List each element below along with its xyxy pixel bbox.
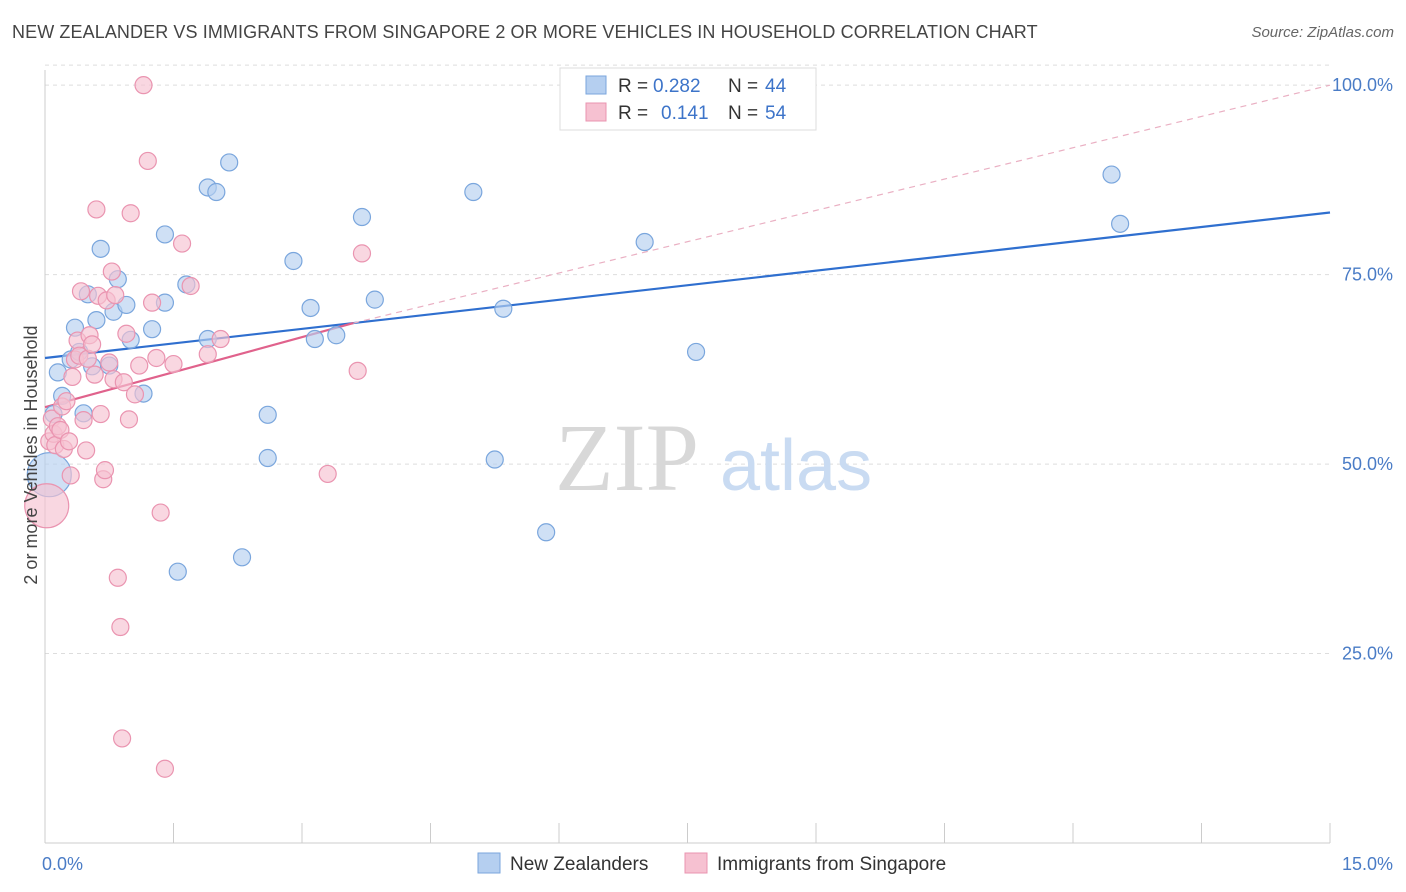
point-new-zealander-37 [485, 450, 504, 469]
legend-r-label-2: R = [618, 103, 648, 124]
point-new-zealander-41 [686, 342, 706, 362]
point-singapore-45 [147, 348, 166, 368]
tick-labels: 25.0% 50.0% 75.0% 100.0% 0.0% 15.0% [42, 75, 1393, 874]
point-new-zealander-35 [168, 562, 187, 581]
point-singapore-50 [181, 276, 200, 296]
series-legend: New Zealanders Immigrants from Singapore [477, 852, 946, 875]
point-new-zealander-27 [258, 448, 277, 468]
point-new-zealander-10 [87, 310, 106, 330]
point-new-zealander-28 [284, 251, 303, 271]
point-singapore-37 [117, 324, 136, 343]
watermark-atlas: atlas [720, 426, 872, 506]
point-singapore-17 [74, 411, 93, 430]
point-new-zealander-23 [220, 153, 239, 172]
point-singapore-21 [83, 335, 102, 354]
point-singapore-25 [91, 404, 110, 424]
point-singapore-39 [121, 204, 140, 223]
point-singapore-38 [119, 410, 139, 429]
point-new-zealander-31 [327, 326, 346, 345]
point-new-zealander-38 [494, 299, 513, 318]
point-singapore-34 [111, 617, 130, 637]
point-singapore-54 [348, 361, 367, 380]
point-singapore-35 [112, 729, 132, 748]
point-singapore-52 [211, 329, 230, 349]
point-singapore-30 [102, 262, 121, 281]
point-new-zealander-34 [232, 548, 252, 567]
legend-swatch-singapore [585, 102, 607, 122]
legend-r-value-2: 0.141 [661, 103, 709, 124]
point-singapore-49 [172, 234, 192, 253]
point-new-zealander-20 [155, 225, 175, 244]
point-singapore-0 [24, 483, 70, 529]
y-axis-title: 2 or more Vehicles in Household [21, 325, 41, 584]
point-singapore-18 [77, 441, 96, 460]
legend-n-label-2: N = [728, 103, 758, 124]
point-new-zealander-39 [537, 523, 556, 542]
point-new-zealander-11 [91, 239, 110, 258]
point-new-zealander-30 [305, 329, 324, 349]
point-new-zealander-32 [352, 207, 372, 227]
legend-r-label-1: R = [618, 76, 648, 97]
y-tick-label-0: 25.0% [1342, 644, 1393, 664]
point-singapore-42 [134, 76, 153, 95]
point-singapore-23 [87, 200, 106, 219]
point-singapore-33 [108, 568, 127, 587]
point-singapore-43 [138, 151, 157, 171]
point-singapore-51 [198, 345, 217, 364]
bottom-legend-swatch-new-zealanders [477, 852, 501, 874]
point-new-zealander-18 [142, 320, 162, 339]
x-tick-label-0: 0.0% [42, 854, 83, 874]
point-singapore-55 [352, 244, 372, 263]
point-new-zealander-33 [365, 290, 384, 309]
point-new-zealander-36 [464, 182, 483, 202]
point-singapore-9 [57, 392, 76, 411]
bottom-legend-label-new-zealanders: New Zealanders [510, 854, 648, 875]
y-tick-label-3: 100.0% [1332, 75, 1393, 95]
point-singapore-36 [114, 373, 133, 392]
point-singapore-29 [100, 353, 119, 372]
point-new-zealander-26 [258, 405, 277, 424]
trend-line-singapore [44, 322, 354, 409]
point-singapore-10 [59, 432, 79, 451]
y-tick-label-1: 50.0% [1342, 454, 1393, 474]
trend-lines [44, 84, 1331, 409]
trend-line-new-zealanders [44, 211, 1331, 360]
x-tick-label-1: 15.0% [1342, 854, 1393, 874]
point-singapore-48 [164, 354, 183, 374]
legend-n-value-2: 54 [765, 103, 787, 124]
point-singapore-53 [318, 464, 337, 484]
watermark-zip: ZIP [555, 404, 699, 511]
point-singapore-22 [85, 365, 104, 384]
point-new-zealander-42 [1102, 165, 1121, 184]
point-singapore-46 [151, 503, 170, 522]
point-new-zealander-40 [635, 232, 654, 252]
legend-r-value-1: 0.282 [653, 76, 701, 97]
point-singapore-47 [155, 759, 175, 778]
point-singapore-41 [130, 356, 149, 375]
chart-title: NEW ZEALANDER VS IMMIGRANTS FROM SINGAPO… [12, 22, 1038, 42]
point-singapore-32 [106, 285, 125, 305]
legend-swatch-new-zealanders [585, 75, 607, 95]
chart-source: Source: ZipAtlas.com [1251, 24, 1394, 41]
point-singapore-11 [61, 466, 80, 485]
legend-n-value-1: 44 [765, 76, 787, 97]
data-points [24, 76, 1130, 778]
point-singapore-44 [142, 293, 162, 312]
correlation-legend: R = 0.282 N = 44 R = 0.141 N = 54 [559, 67, 817, 131]
legend-n-label-1: N = [728, 76, 758, 97]
point-singapore-27 [95, 461, 115, 480]
point-singapore-40 [125, 385, 145, 404]
trend-line-singapore-extension [353, 84, 1331, 324]
y-tick-label-2: 75.0% [1342, 265, 1393, 285]
point-new-zealander-22 [207, 182, 226, 202]
point-singapore-16 [71, 282, 91, 301]
bottom-legend-swatch-singapore [684, 852, 708, 874]
point-singapore-12 [63, 367, 82, 387]
bottom-legend-label-singapore: Immigrants from Singapore [717, 854, 946, 875]
point-new-zealander-43 [1111, 214, 1130, 233]
point-new-zealander-29 [301, 298, 320, 318]
